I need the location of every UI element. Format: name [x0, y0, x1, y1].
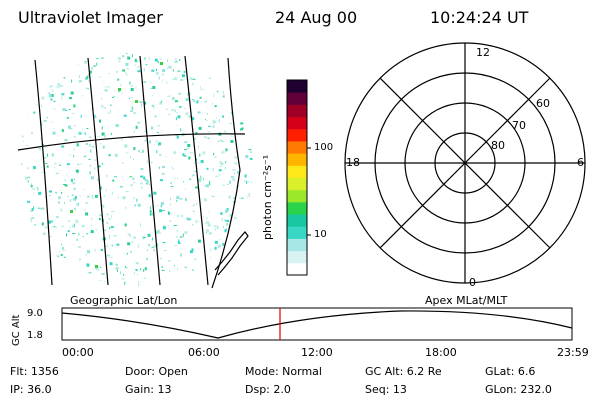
- meridian-line: [211, 57, 241, 289]
- colorbar-band: [287, 238, 307, 252]
- mlt-label-12: 12: [476, 46, 490, 59]
- time-label: 10:24:24 UT: [430, 8, 529, 27]
- mlt-diagonal: [379, 77, 551, 249]
- geographic-grid: [17, 55, 249, 289]
- colorbar-tick-10: 10: [314, 229, 327, 240]
- status-glat: GLat: 6.6: [485, 365, 536, 378]
- timeline-axis-title: GC Alt: [11, 314, 22, 346]
- x-tick-1200: 12:00: [301, 346, 333, 359]
- parallel-line: [17, 133, 246, 151]
- apex-label: Apex MLat/MLT: [425, 294, 508, 307]
- date-label: 24 Aug 00: [275, 8, 358, 27]
- status-door: Door: Open: [125, 365, 188, 378]
- meridian-line: [34, 59, 53, 286]
- x-tick-1800: 18:00: [425, 346, 457, 359]
- status-gain: Gain: 13: [125, 383, 172, 396]
- instrument-title: Ultraviolet Imager: [18, 8, 163, 27]
- y-tick-1-8: 1.8: [27, 330, 43, 341]
- status-gc-alt: GC Alt: 6.2 Re: [365, 365, 442, 378]
- colorbar-band: [287, 201, 307, 215]
- mlt-label-0: 0: [469, 276, 476, 289]
- x-tick-2359: 23:59: [557, 346, 589, 359]
- colorbar-band: [287, 140, 307, 154]
- colorbar-band: [287, 262, 307, 276]
- mlt-label-6: 6: [577, 156, 584, 169]
- colorbar-band: [287, 92, 307, 105]
- x-tick-0600: 06:00: [188, 346, 220, 359]
- colorbar-band: [287, 104, 307, 118]
- status-dsp: Dsp: 2.0: [245, 383, 291, 396]
- colorbar-band: [287, 177, 307, 191]
- status-seq: Seq: 13: [365, 383, 407, 396]
- altitude-curve: [61, 310, 573, 339]
- colorbar-band: [287, 226, 307, 239]
- status-flt: Flt: 1356: [10, 365, 59, 378]
- meridian-line: [139, 55, 161, 286]
- lat-label-60: 60: [536, 97, 550, 110]
- mlt-label-18: 18: [346, 156, 360, 169]
- meridian-line: [87, 57, 109, 286]
- coastline: [214, 231, 249, 276]
- colorbar-band: [287, 80, 307, 93]
- colorbar-band: [287, 189, 307, 203]
- meridian-line: [184, 55, 209, 286]
- lat-label-80: 80: [491, 139, 505, 152]
- colorbar-band: [287, 250, 307, 264]
- status-glon: GLon: 232.0: [485, 383, 552, 396]
- status-ip: IP: 36.0: [10, 383, 52, 396]
- lat-label-70: 70: [512, 119, 526, 132]
- colorbar-band: [287, 128, 307, 142]
- geographic-label: Geographic Lat/Lon: [70, 294, 178, 307]
- colorbar-band: [287, 214, 307, 227]
- x-tick-0000: 00:00: [62, 346, 94, 359]
- colorbar-band: [287, 116, 307, 130]
- colorbar-band: [287, 153, 307, 166]
- y-tick-9: 9.0: [27, 308, 43, 319]
- colorbar-tick-100: 100: [314, 142, 334, 153]
- timeline-frame: [61, 307, 573, 341]
- status-mode: Mode: Normal: [245, 365, 322, 378]
- colorbar-band: [287, 165, 307, 178]
